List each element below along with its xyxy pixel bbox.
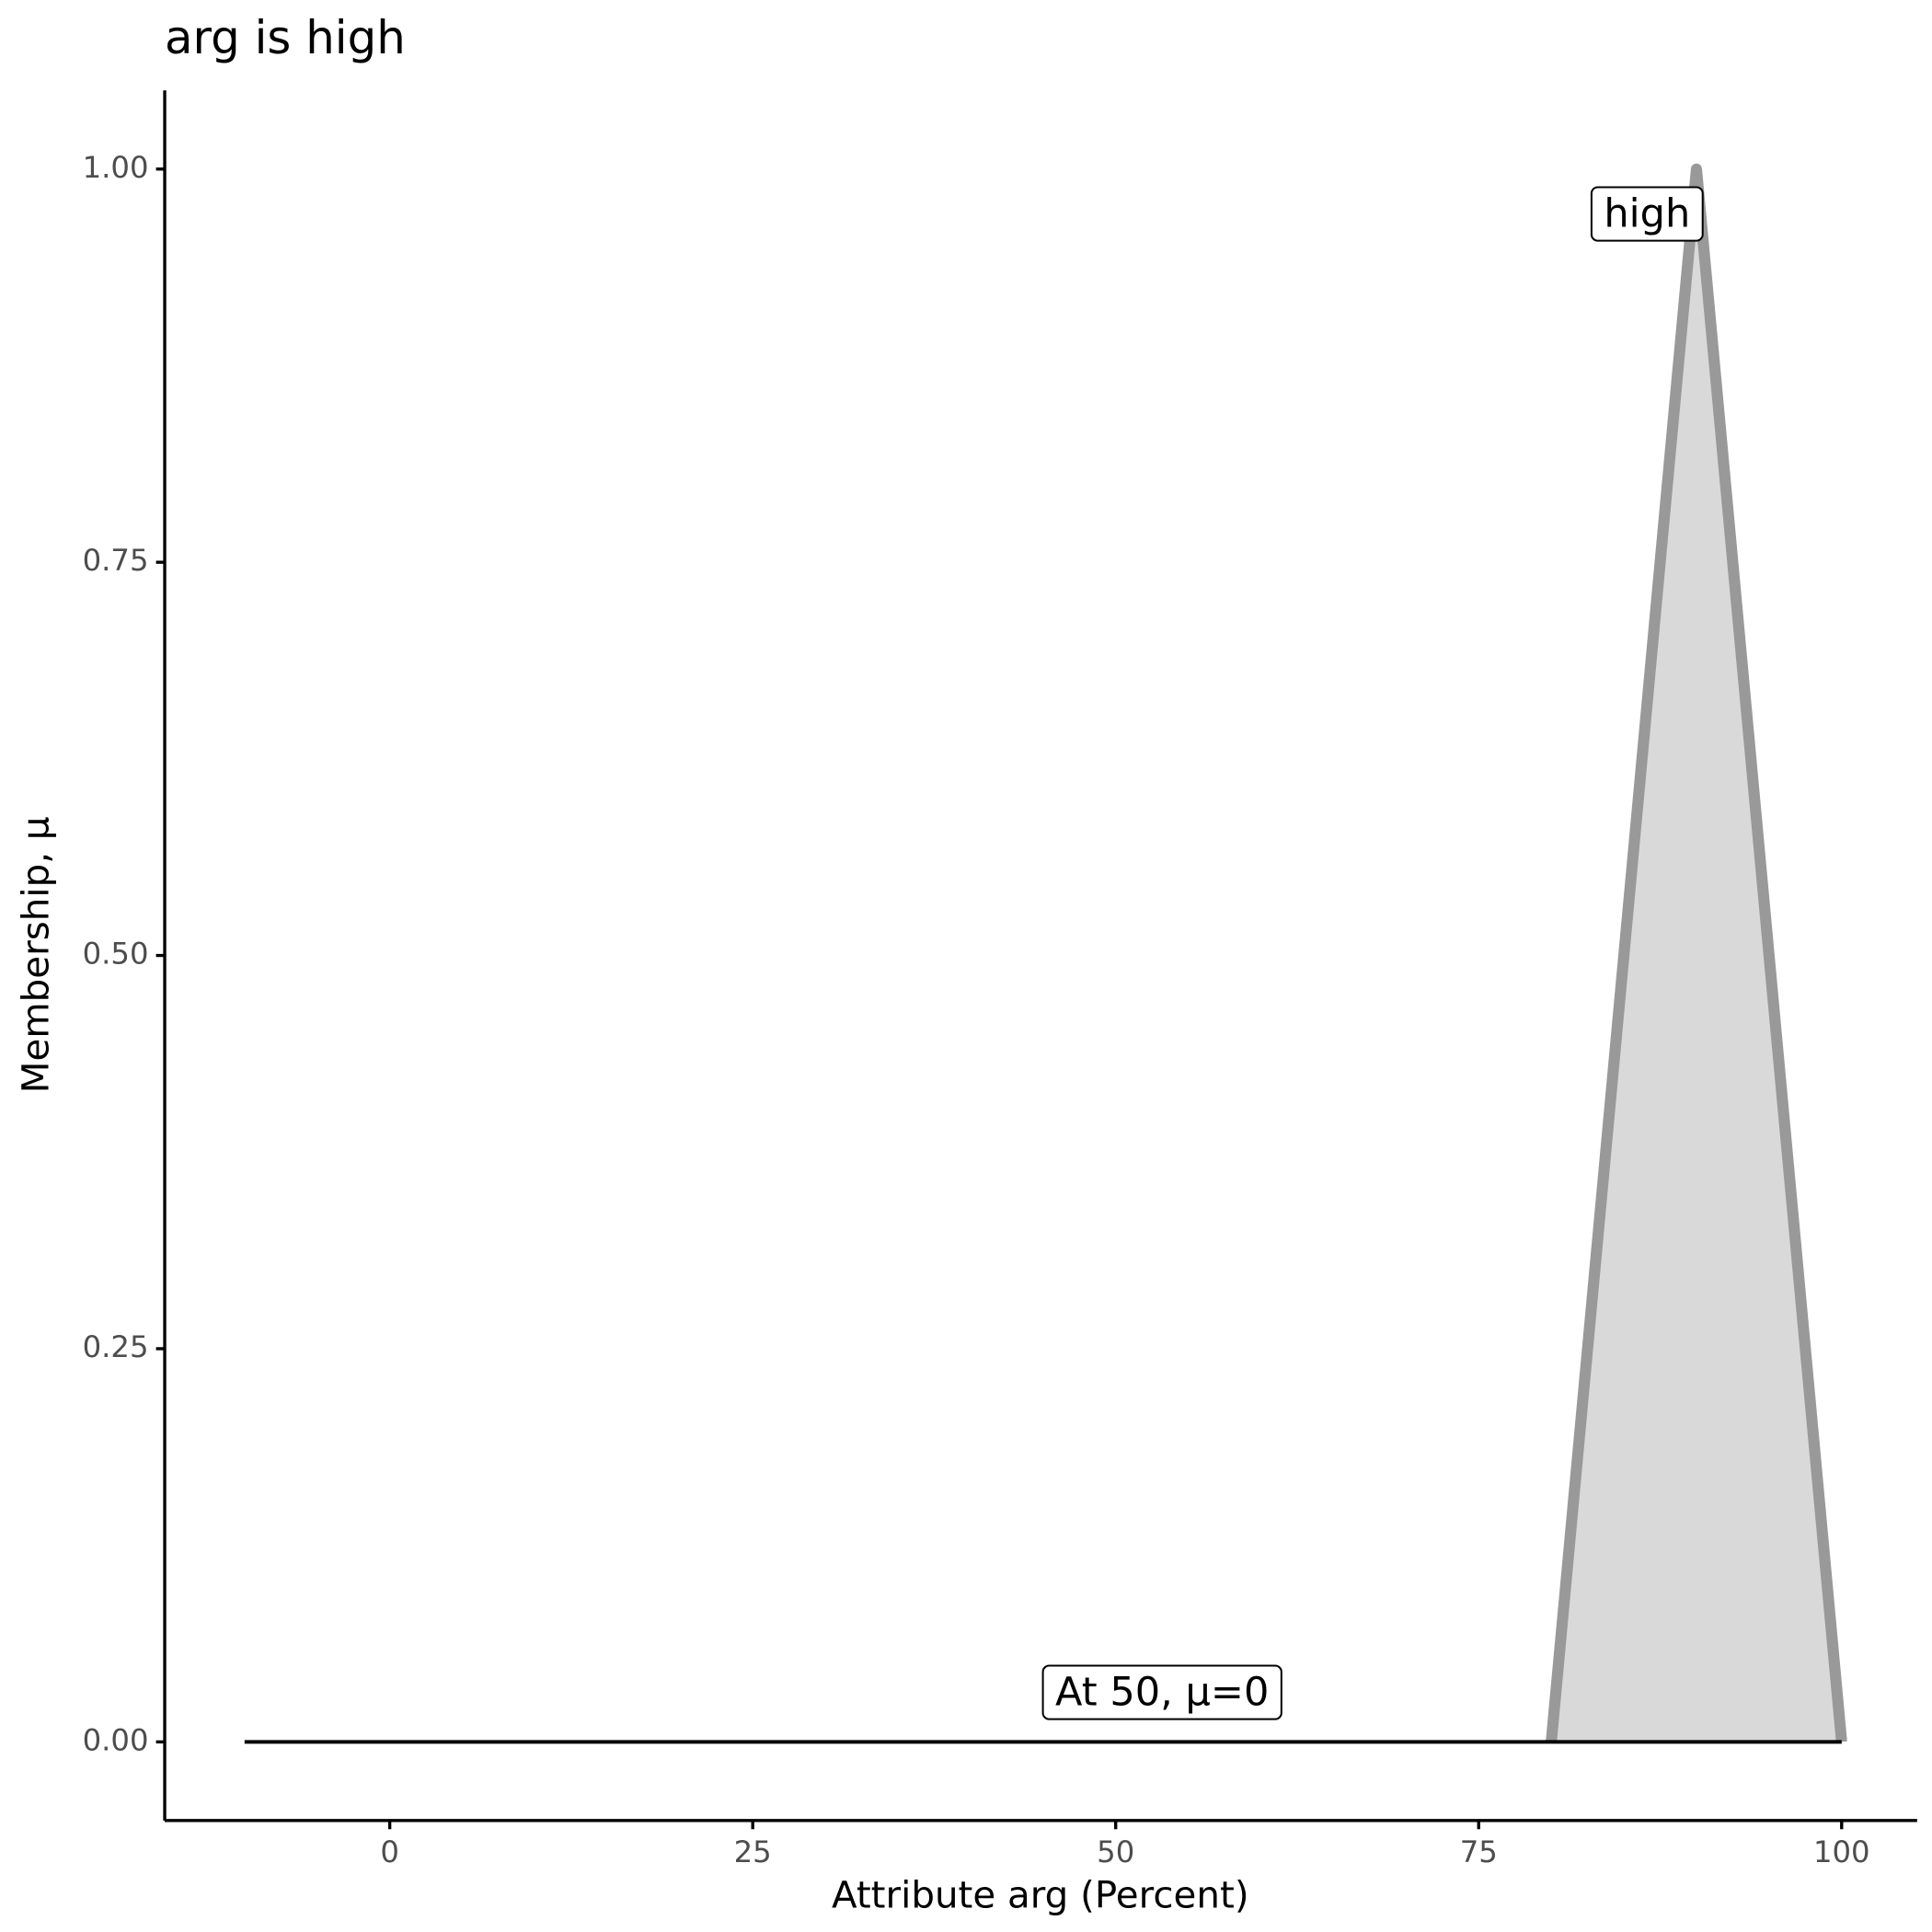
x-axis-label: Attribute arg (Percent) (832, 1873, 1249, 1916)
x-tick-label: 25 (734, 1834, 772, 1869)
annotation-box (1041, 1664, 1282, 1720)
x-tick-label: 50 (1097, 1834, 1134, 1869)
x-tick-label: 100 (1813, 1834, 1870, 1869)
annotation: At 50, μ=0 (1055, 1670, 1269, 1716)
line (1546, 163, 1847, 1742)
y-tick-label: 0.25 (83, 1329, 149, 1364)
y-tick-label: 0.00 (83, 1722, 149, 1757)
y-tick-label: 0.50 (83, 937, 149, 972)
y-axis-label: Membership, μ (15, 816, 58, 1093)
x-tick-label: 0 (380, 1834, 399, 1869)
y-tick-label: 0.75 (83, 543, 149, 578)
x-tick-label: 75 (1460, 1834, 1498, 1869)
annotation-box (1590, 186, 1704, 242)
annotation: high (1604, 191, 1690, 237)
y-tick-label: 1.00 (83, 150, 149, 185)
area (1551, 168, 1842, 1742)
chart-title: arg is high (165, 11, 406, 64)
